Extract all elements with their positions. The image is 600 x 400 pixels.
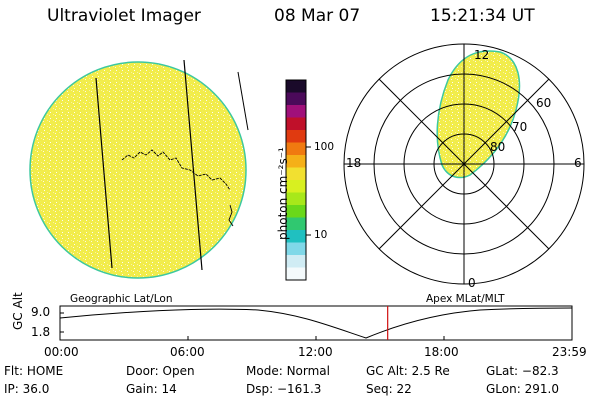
status-seq: Seq: 22: [366, 382, 412, 396]
time-tick-2359: 23:59: [552, 345, 587, 359]
colorbar-swatch: [286, 80, 306, 93]
time-tick-0000: 00:00: [44, 345, 79, 359]
auroral-oval-image: [436, 50, 521, 179]
altitude-tick-1-8: 1.8: [31, 325, 51, 339]
coastline: [228, 204, 234, 227]
time-tick-0600: 06:00: [170, 345, 205, 359]
colorbar-swatch: [286, 180, 306, 193]
mlt-label-18: 18: [346, 156, 362, 170]
left-panel-caption: Geographic Lat/Lon: [70, 293, 173, 305]
status-glon: GLon: 291.0: [486, 382, 559, 396]
colorbar-swatch: [286, 142, 306, 156]
colorbar-swatch: [286, 242, 306, 256]
status-dsp: Dsp: −161.3: [246, 382, 322, 396]
colorbar-swatch: [286, 267, 306, 281]
colorbar-swatch: [286, 130, 306, 143]
colorbar-swatch: [286, 117, 306, 131]
status-flight: Flt: HOME: [4, 364, 64, 378]
mlt-label-0: 0: [468, 276, 476, 290]
mlat-label-60: 60: [536, 96, 552, 110]
mlat-label-80: 80: [490, 140, 506, 154]
status-ip: IP: 36.0: [4, 382, 50, 396]
status-gc-alt: GC Alt: 2.5 Re: [366, 364, 450, 378]
colorbar-swatch: [286, 217, 306, 231]
colorbar-swatch: [286, 230, 306, 243]
date-label: 08 Mar 07: [274, 6, 361, 26]
mlt-label-6: 6: [574, 156, 582, 170]
altitude-tick-9: 9.0: [31, 305, 51, 319]
altitude-axis-label: GC Alt: [11, 292, 25, 330]
mlat-label-70: 70: [512, 120, 528, 134]
colorbar-swatch: [286, 192, 306, 206]
status-glat: GLat: −82.3: [486, 364, 559, 378]
altitude-curve: [59, 307, 573, 339]
longitude-line: [95, 77, 113, 269]
colorbar-swatch: [286, 92, 306, 106]
colorbar-swatch: [286, 205, 306, 218]
time-tick-1800: 18:00: [424, 345, 459, 359]
mlt-label-12: 12: [474, 48, 490, 62]
colorbar-swatch: [286, 155, 306, 168]
colorbar-swatch: [286, 105, 306, 118]
status-mode: Mode: Normal: [246, 364, 330, 378]
time-label: 15:21:34 UT: [430, 6, 535, 26]
longitude-line: [237, 71, 249, 131]
status-door: Door: Open: [126, 364, 195, 378]
right-panel-caption: Apex MLat/MLT: [426, 293, 505, 305]
earth-disk-image: [29, 61, 247, 279]
longitude-line: [183, 59, 203, 271]
time-tick-1200: 12:00: [298, 345, 333, 359]
instrument-title: Ultraviolet Imager: [47, 6, 201, 26]
altitude-plot-frame: [59, 305, 573, 341]
colorbar-swatch: [286, 167, 306, 181]
colorbar: [285, 79, 311, 281]
colorbar-tick-10: 10: [314, 229, 328, 241]
status-gain: Gain: 14: [126, 382, 177, 396]
colorbar-tick-100: 100: [314, 141, 335, 153]
coastline: [121, 149, 231, 191]
colorbar-swatch: [286, 255, 306, 268]
